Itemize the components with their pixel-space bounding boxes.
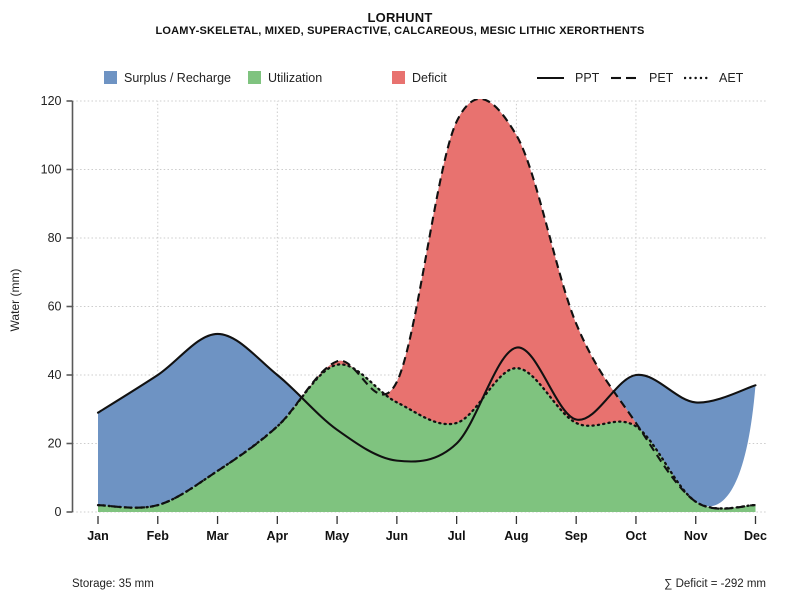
svg-text:60: 60 xyxy=(48,300,62,314)
svg-text:Jul: Jul xyxy=(448,529,466,543)
svg-text:Oct: Oct xyxy=(626,529,648,543)
svg-text:Sep: Sep xyxy=(565,529,588,543)
svg-text:Aug: Aug xyxy=(504,529,528,543)
svg-text:Jan: Jan xyxy=(87,529,109,543)
svg-text:Nov: Nov xyxy=(684,529,708,543)
svg-text:40: 40 xyxy=(48,368,62,382)
svg-text:Jun: Jun xyxy=(386,529,408,543)
svg-text:20: 20 xyxy=(48,437,62,451)
svg-text:Feb: Feb xyxy=(147,529,170,543)
svg-text:Apr: Apr xyxy=(267,529,289,543)
svg-text:May: May xyxy=(325,529,349,543)
svg-text:Mar: Mar xyxy=(206,529,228,543)
svg-text:120: 120 xyxy=(41,94,62,108)
svg-text:80: 80 xyxy=(48,231,62,245)
svg-text:Dec: Dec xyxy=(744,529,767,543)
svg-text:0: 0 xyxy=(55,505,62,519)
svg-text:100: 100 xyxy=(41,163,62,177)
